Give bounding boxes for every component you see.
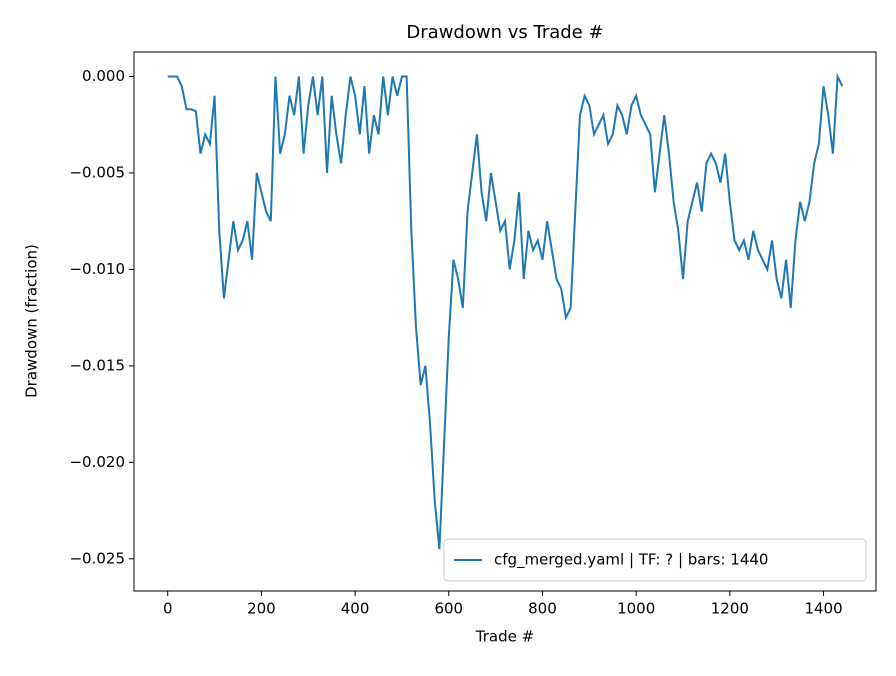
y-tick-label: −0.025 [69, 549, 125, 567]
y-tick-label: −0.015 [69, 356, 125, 374]
y-tick-label: −0.010 [69, 260, 125, 278]
line-series [167, 72, 844, 550]
legend-label: cfg_merged.yaml | TF: ? | bars: 1440 [494, 551, 768, 570]
x-tick-label: 600 [434, 600, 463, 618]
x-tick-label: 1200 [711, 600, 749, 618]
x-tick-label: 0 [163, 600, 173, 618]
x-tick-label: 800 [528, 600, 557, 618]
x-axis-label: Trade # [475, 628, 534, 646]
legend-box [443, 538, 867, 582]
y-tick-label: −0.020 [69, 453, 125, 471]
y-tick-label: 0.000 [82, 67, 125, 85]
x-tick-label: 1000 [617, 600, 655, 618]
y-axis-label: Drawdown (fraction) [23, 244, 41, 398]
y-tick-label: −0.005 [69, 163, 125, 181]
plot-frame [133, 51, 877, 592]
chart-title: Drawdown vs Trade # [406, 22, 603, 43]
x-tick-label: 1400 [804, 600, 842, 618]
x-tick-label: 400 [341, 600, 370, 618]
x-tick-label: 200 [247, 600, 276, 618]
